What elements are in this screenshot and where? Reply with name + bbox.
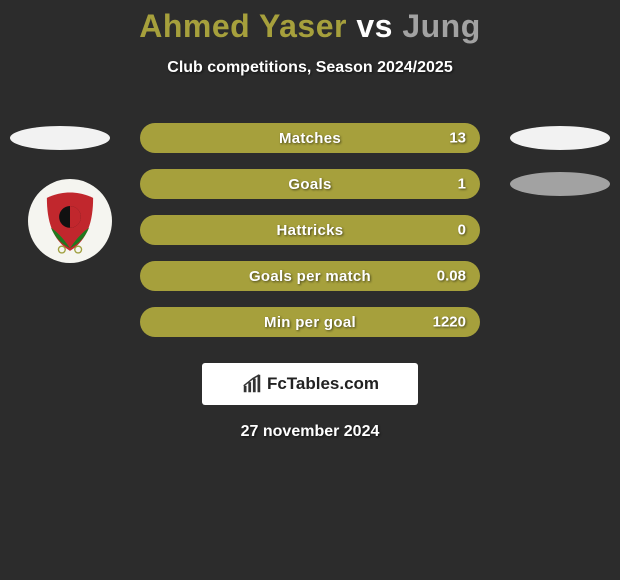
stat-pill: Matches 13: [140, 123, 480, 153]
stat-value: 0: [458, 222, 466, 239]
crest-icon: [36, 187, 104, 255]
title: Ahmed Yaser vs Jung: [0, 8, 620, 45]
player1-name: Ahmed Yaser: [139, 8, 347, 44]
stat-row: Matches 13: [0, 115, 620, 161]
date-text: 27 november 2024: [0, 423, 620, 441]
stat-pill: Hattricks 0: [140, 215, 480, 245]
stat-value: 13: [449, 130, 466, 147]
player1-ellipse: [10, 126, 110, 150]
stat-label: Hattricks: [277, 222, 344, 239]
subtitle: Club competitions, Season 2024/2025: [0, 59, 620, 77]
stat-value: 1220: [433, 314, 466, 331]
stat-value: 0.08: [437, 268, 466, 285]
brand-box[interactable]: FcTables.com: [202, 363, 418, 405]
stat-label: Matches: [279, 130, 341, 147]
player2-name: Jung: [402, 8, 480, 44]
stat-label: Goals per match: [249, 268, 371, 285]
brand-text: FcTables.com: [267, 374, 379, 394]
stat-pill: Goals 1: [140, 169, 480, 199]
stat-row: Goals per match 0.08: [0, 253, 620, 299]
comparison-card: Ahmed Yaser vs Jung Club competitions, S…: [0, 0, 620, 441]
stat-value: 1: [458, 176, 466, 193]
player2-ellipse: [510, 126, 610, 150]
stat-row: Min per goal 1220: [0, 299, 620, 345]
stat-pill: Goals per match 0.08: [140, 261, 480, 291]
player2-ellipse: [510, 172, 610, 196]
club-crest: [28, 179, 112, 263]
vs-word: vs: [356, 8, 402, 44]
stat-label: Goals: [288, 176, 331, 193]
stat-pill: Min per goal 1220: [140, 307, 480, 337]
stat-label: Min per goal: [264, 314, 356, 331]
bar-chart-icon: [241, 373, 263, 395]
